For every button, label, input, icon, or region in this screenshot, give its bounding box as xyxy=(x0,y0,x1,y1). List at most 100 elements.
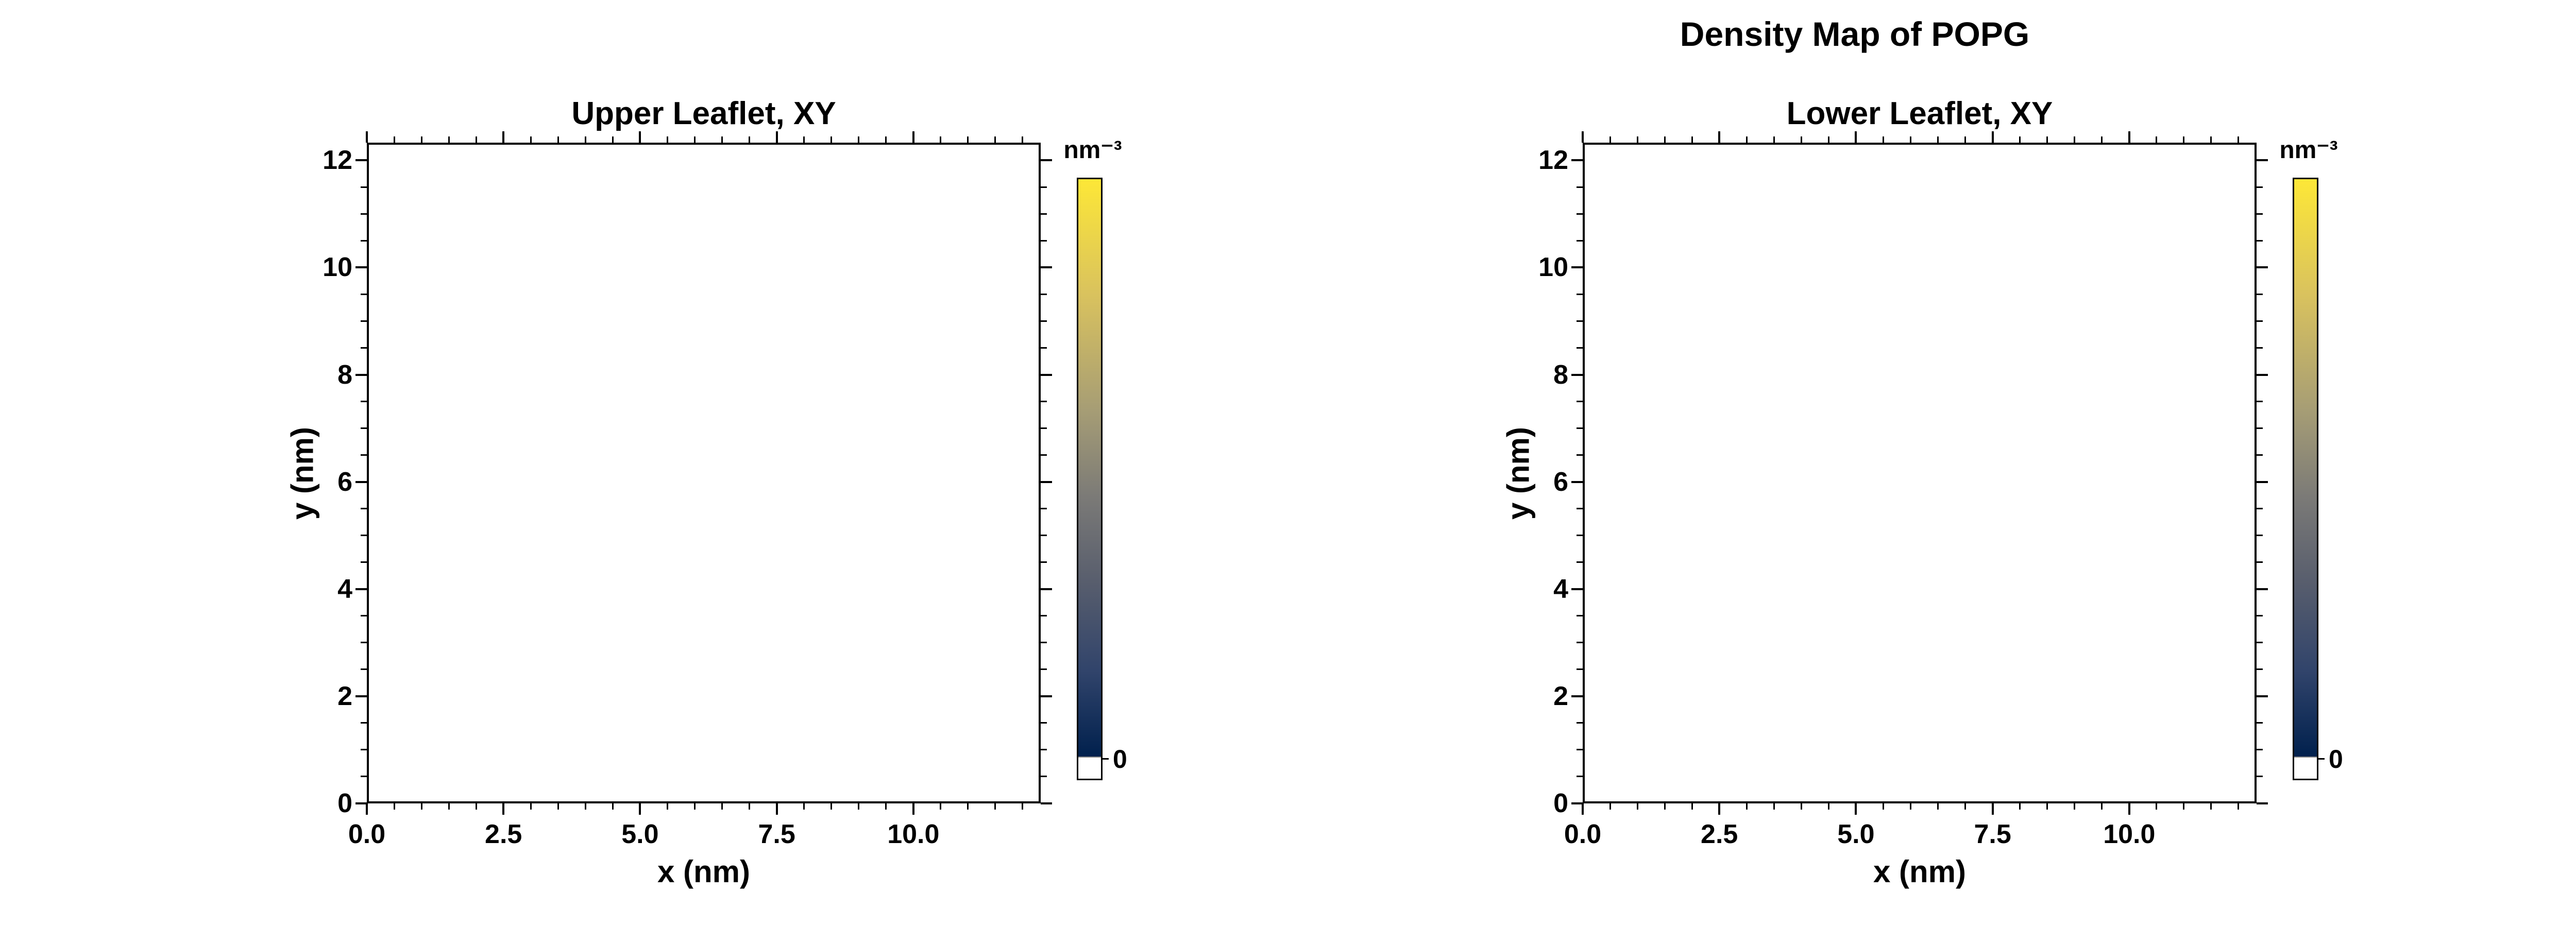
x-minor-tick xyxy=(584,803,586,810)
x-minor-tick xyxy=(1609,803,1611,810)
x-minor-tick xyxy=(475,136,477,143)
y-major-tick xyxy=(1041,159,1052,162)
y-minor-tick xyxy=(1577,776,1583,778)
y-tick-label: 6 xyxy=(337,467,352,497)
y-minor-tick xyxy=(361,320,367,322)
x-minor-tick xyxy=(1800,803,1802,810)
y-minor-tick xyxy=(2257,535,2263,537)
y-minor-tick xyxy=(1041,535,1047,537)
x-minor-tick xyxy=(475,803,477,810)
colorbar-zero-label: 0 xyxy=(1113,745,1127,774)
x-major-tick xyxy=(639,131,641,143)
x-minor-tick xyxy=(2156,803,2158,810)
x-minor-tick xyxy=(1937,136,1939,143)
y-major-tick xyxy=(1041,480,1052,483)
y-minor-tick xyxy=(361,347,367,349)
y-minor-tick xyxy=(1577,401,1583,403)
y-major-tick xyxy=(1571,802,1583,804)
y-major-tick xyxy=(355,695,367,697)
x-minor-tick xyxy=(666,803,668,810)
x-minor-tick xyxy=(940,136,942,143)
x-tick-label: 10.0 xyxy=(2103,819,2156,849)
y-tick-label: 12 xyxy=(1538,145,1568,176)
x-minor-tick xyxy=(1664,803,1666,810)
y-major-tick xyxy=(1041,373,1052,376)
y-minor-tick xyxy=(361,668,367,671)
x-minor-tick xyxy=(1909,136,1911,143)
x-tick-label: 10.0 xyxy=(887,819,940,849)
x-minor-tick xyxy=(1800,136,1802,143)
x-minor-tick xyxy=(393,136,395,143)
y-minor-tick xyxy=(2257,186,2263,188)
y-minor-tick xyxy=(1041,749,1047,751)
y-minor-tick xyxy=(1041,347,1047,349)
x-minor-tick xyxy=(1773,136,1775,143)
y-minor-tick xyxy=(2257,508,2263,510)
y-tick-label: 4 xyxy=(1553,574,1568,604)
x-minor-tick xyxy=(448,803,450,810)
x-minor-tick xyxy=(749,136,751,143)
x-minor-tick xyxy=(1745,803,1748,810)
x-major-tick xyxy=(502,131,505,143)
x-major-tick xyxy=(1582,803,1584,815)
y-major-tick xyxy=(2257,695,2268,697)
y-tick-label: 2 xyxy=(1553,681,1568,711)
y-minor-tick xyxy=(1577,508,1583,510)
y-major-tick xyxy=(355,802,367,804)
x-minor-tick xyxy=(940,803,942,810)
x-minor-tick xyxy=(2101,803,2103,810)
x-minor-tick xyxy=(1636,136,1638,143)
x-minor-tick xyxy=(885,803,887,810)
y-minor-tick xyxy=(1577,749,1583,751)
x-major-tick xyxy=(1855,803,1857,815)
subplot-title: Lower Leaflet, XY xyxy=(1786,96,2053,131)
x-tick-label: 7.5 xyxy=(758,819,795,849)
x-minor-tick xyxy=(612,803,614,810)
y-minor-tick xyxy=(2257,749,2263,751)
y-major-tick xyxy=(1571,266,1583,269)
y-tick-label: 12 xyxy=(323,145,352,176)
x-major-tick xyxy=(912,803,914,815)
x-major-tick xyxy=(1582,131,1584,143)
x-minor-tick xyxy=(803,803,805,810)
colorbar xyxy=(1077,178,1103,780)
x-minor-tick xyxy=(1827,136,1829,143)
y-minor-tick xyxy=(2257,642,2263,644)
y-minor-tick xyxy=(2257,293,2263,295)
x-minor-tick xyxy=(1022,136,1024,143)
x-major-tick xyxy=(1991,131,1994,143)
colorbar-zero-tick xyxy=(2318,758,2325,760)
y-major-tick xyxy=(2257,588,2268,590)
y-minor-tick xyxy=(1041,668,1047,671)
x-minor-tick xyxy=(1909,803,1911,810)
x-minor-tick xyxy=(612,136,614,143)
x-minor-tick xyxy=(885,136,887,143)
x-minor-tick xyxy=(2210,136,2212,143)
y-minor-tick xyxy=(1577,239,1583,242)
x-minor-tick xyxy=(584,136,586,143)
x-major-tick xyxy=(1855,131,1857,143)
y-minor-tick xyxy=(1041,508,1047,510)
y-major-tick xyxy=(2257,802,2268,804)
y-minor-tick xyxy=(2257,615,2263,617)
y-minor-tick xyxy=(361,722,367,724)
y-minor-tick xyxy=(2257,239,2263,242)
y-minor-tick xyxy=(361,615,367,617)
x-major-tick xyxy=(2128,131,2130,143)
colorbar-under-segment xyxy=(1078,757,1101,779)
x-minor-tick xyxy=(1691,136,1693,143)
x-minor-tick xyxy=(2183,136,2185,143)
y-minor-tick xyxy=(1577,722,1583,724)
y-minor-tick xyxy=(1577,642,1583,644)
x-minor-tick xyxy=(1022,803,1024,810)
x-minor-tick xyxy=(1882,136,1884,143)
y-minor-tick xyxy=(1577,454,1583,456)
figure-suptitle: Density Map of POPG xyxy=(1680,15,2030,53)
y-major-tick xyxy=(355,266,367,269)
x-tick-label: 2.5 xyxy=(485,819,522,849)
y-major-tick xyxy=(355,480,367,483)
x-minor-tick xyxy=(2101,136,2103,143)
y-major-tick xyxy=(2257,159,2268,162)
x-minor-tick xyxy=(420,803,422,810)
y-major-tick xyxy=(2257,373,2268,376)
